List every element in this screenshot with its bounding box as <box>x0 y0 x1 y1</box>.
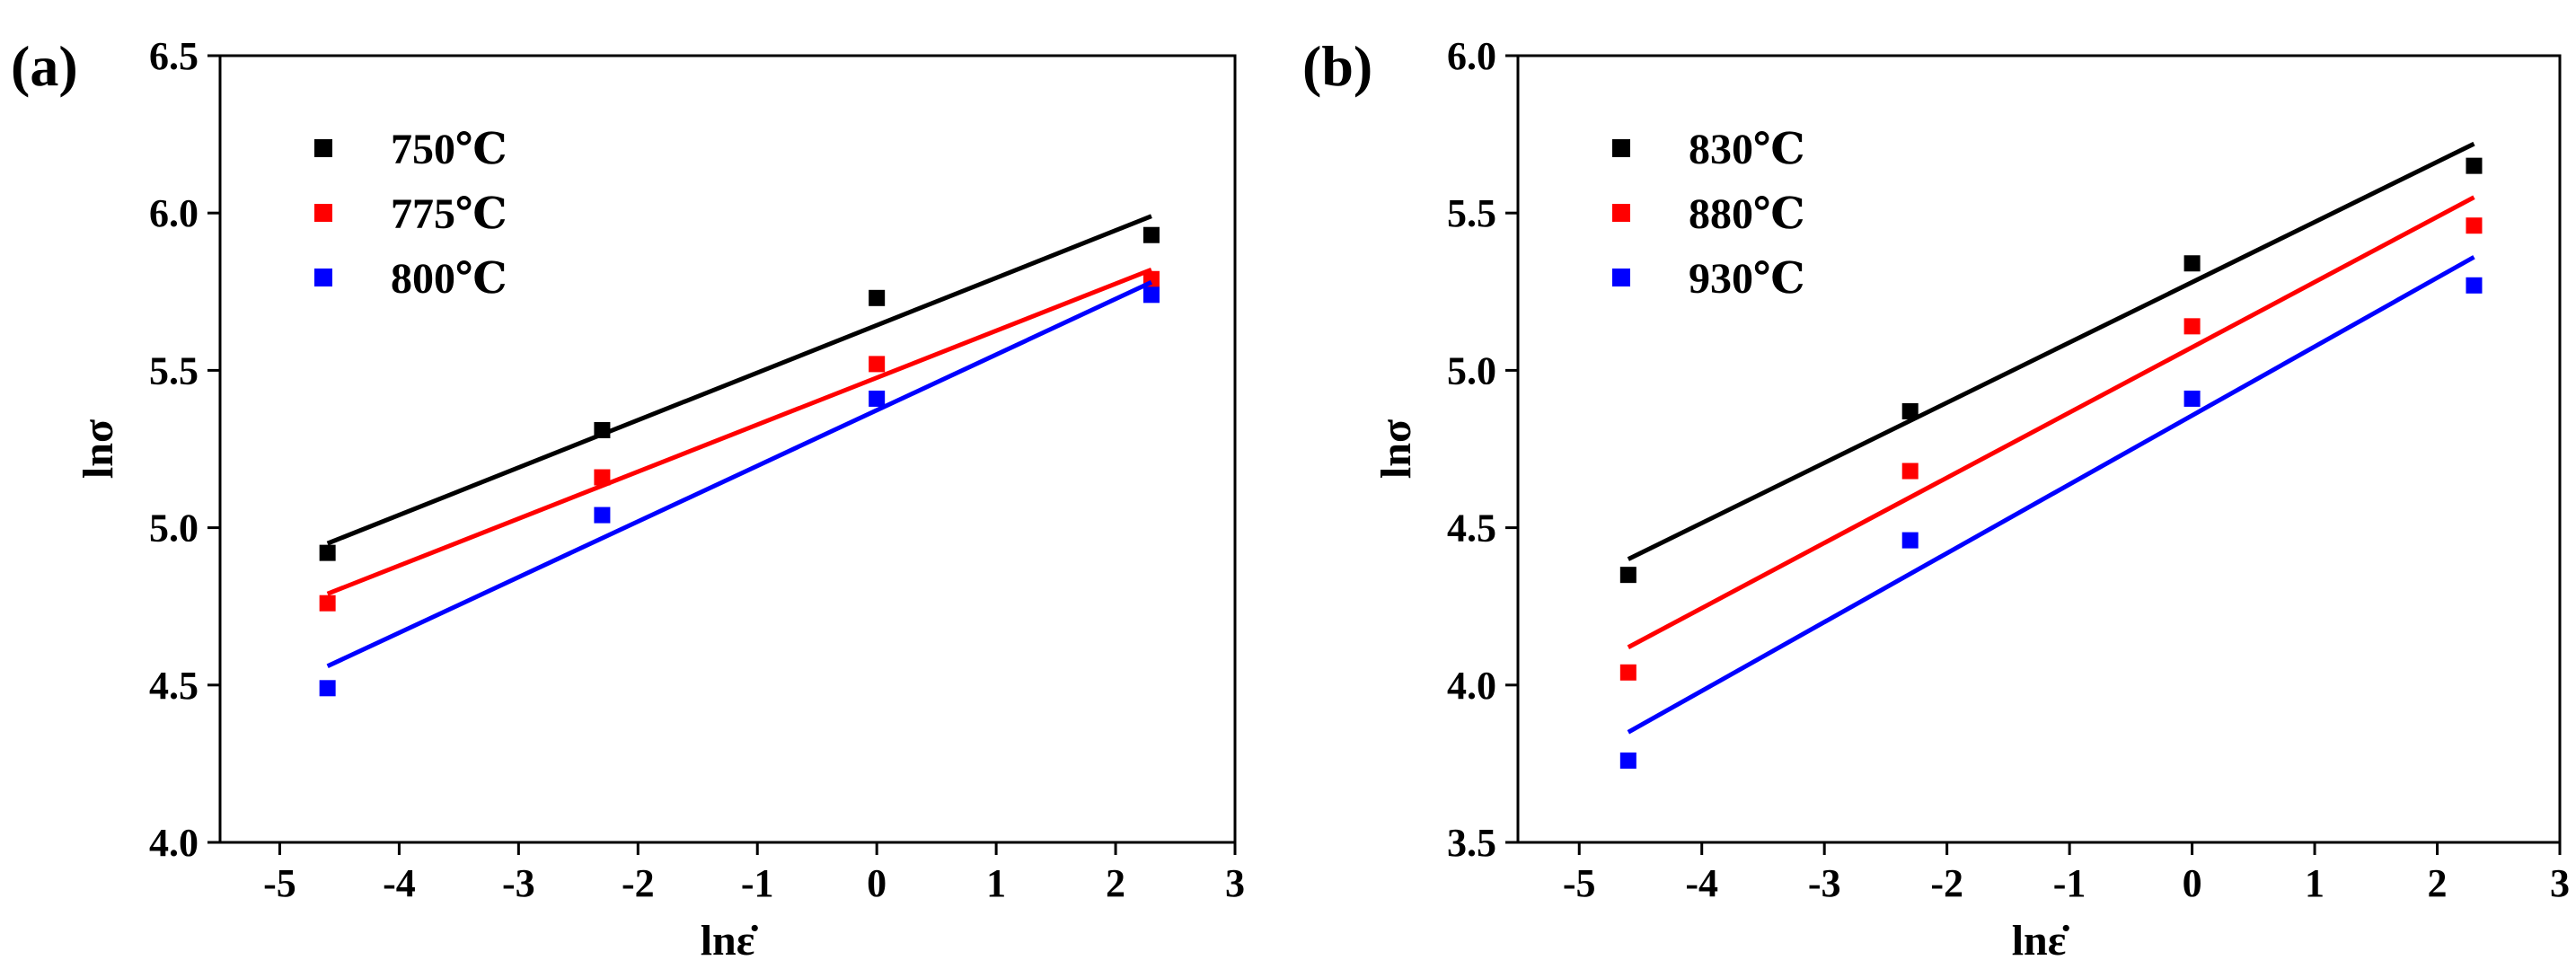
data-point <box>1901 402 1919 419</box>
fit-line <box>1627 141 2475 561</box>
y-tick-label: 4.5 <box>149 664 198 708</box>
x-tick-label: -4 <box>383 861 416 905</box>
data-point <box>319 595 336 612</box>
y-tick-label: 4.5 <box>1447 507 1496 551</box>
x-axis-label: lnε̇ <box>2012 917 2070 965</box>
data-point <box>594 421 611 438</box>
x-tick-label: 0 <box>867 861 887 905</box>
y-tick-label: 6.5 <box>149 34 198 78</box>
data-point <box>1901 462 1919 480</box>
legend-label: 775℃ <box>391 190 507 238</box>
fit-line <box>1627 195 2475 649</box>
x-tick-label: 2 <box>1106 861 1125 905</box>
y-tick-label: 5.5 <box>149 348 198 392</box>
plot-frame <box>218 54 1237 844</box>
y-tick-label: 3.5 <box>1447 821 1496 865</box>
series-1 <box>319 267 1160 612</box>
y-tick-label: 4.0 <box>149 821 198 865</box>
fit-line <box>326 280 1152 669</box>
legend-marker <box>314 269 332 286</box>
y-tick-label: 6.0 <box>1447 34 1496 78</box>
legend-marker <box>1612 269 1630 286</box>
legend-marker <box>1612 139 1630 157</box>
legend-marker <box>314 139 332 157</box>
data-point <box>2466 277 2483 294</box>
series-0 <box>1619 141 2483 584</box>
panel-b: (b) -5 -4 -3 -2 -1 0 1 2 3 3.5 4.0 4.5 5.0 5.5 6.0 lnε̇ l… <box>1302 34 2570 965</box>
fit-line <box>1627 255 2475 735</box>
series-2 <box>1619 255 2483 769</box>
panel-label: (b) <box>1302 34 1372 98</box>
x-tick-label: -5 <box>263 861 296 905</box>
data-point <box>319 680 336 697</box>
legend-label: 750℃ <box>391 126 507 173</box>
series-0 <box>319 214 1160 561</box>
x-tick-label: 3 <box>2550 861 2570 905</box>
y-tick-label: 5.5 <box>1447 191 1496 235</box>
x-tick-label: -1 <box>2053 861 2086 905</box>
x-tick-label: 3 <box>1225 861 1245 905</box>
data-point <box>1619 664 1636 681</box>
x-tick-label: 1 <box>2305 861 2325 905</box>
plot-frame <box>1516 54 2562 844</box>
x-axis-label: lnε̇ <box>701 917 759 965</box>
data-point <box>2183 318 2201 335</box>
data-point <box>869 289 886 306</box>
legend-label: 830℃ <box>1689 126 1805 173</box>
x-tick-label: 1 <box>986 861 1006 905</box>
legend-marker <box>1612 204 1630 222</box>
x-tick-label: -1 <box>741 861 774 905</box>
x-tick-label: 2 <box>2428 861 2448 905</box>
y-tick-label: 5.0 <box>149 507 198 551</box>
data-point <box>594 469 611 486</box>
fit-line <box>326 214 1152 546</box>
data-point <box>1901 532 1919 549</box>
data-point <box>1619 567 1636 584</box>
x-tick-label: -3 <box>1808 861 1841 905</box>
data-point <box>1142 286 1160 304</box>
legend-label: 800℃ <box>391 255 507 303</box>
x-tick-label: -4 <box>1685 861 1718 905</box>
data-point <box>1142 226 1160 243</box>
legend-label: 880℃ <box>1689 190 1805 238</box>
x-tick-label: -3 <box>502 861 535 905</box>
data-point <box>319 544 336 561</box>
y-axis-label: lnσ <box>1372 419 1420 479</box>
x-tick-label: -2 <box>1930 861 1963 905</box>
data-point <box>869 390 886 407</box>
y-tick-label: 6.0 <box>149 191 198 235</box>
x-tick-label: -5 <box>1563 861 1596 905</box>
x-tick-label: -2 <box>622 861 655 905</box>
data-point <box>2466 157 2483 174</box>
y-tick-label: 4.0 <box>1447 664 1496 708</box>
data-point <box>869 356 886 373</box>
series-2 <box>319 280 1160 697</box>
y-tick-label: 5.0 <box>1447 348 1496 392</box>
data-point <box>2183 390 2201 407</box>
legend-label: 930℃ <box>1689 255 1805 303</box>
fit-line <box>326 267 1152 596</box>
legend-marker <box>314 204 332 222</box>
data-point <box>2183 255 2201 272</box>
panel-label: (a) <box>11 34 78 98</box>
x-tick-label: 0 <box>2183 861 2202 905</box>
y-axis-label: lnσ <box>75 419 122 479</box>
data-point <box>594 507 611 524</box>
series-1 <box>1619 195 2483 681</box>
data-point <box>2466 217 2483 234</box>
data-point <box>1619 752 1636 769</box>
panel-a: (a) -5 -4 -3 -2 -1 0 1 2 3 4.0 4.5 5.0 5.5 6.0 6.5 lnε̇ l… <box>11 34 1245 965</box>
